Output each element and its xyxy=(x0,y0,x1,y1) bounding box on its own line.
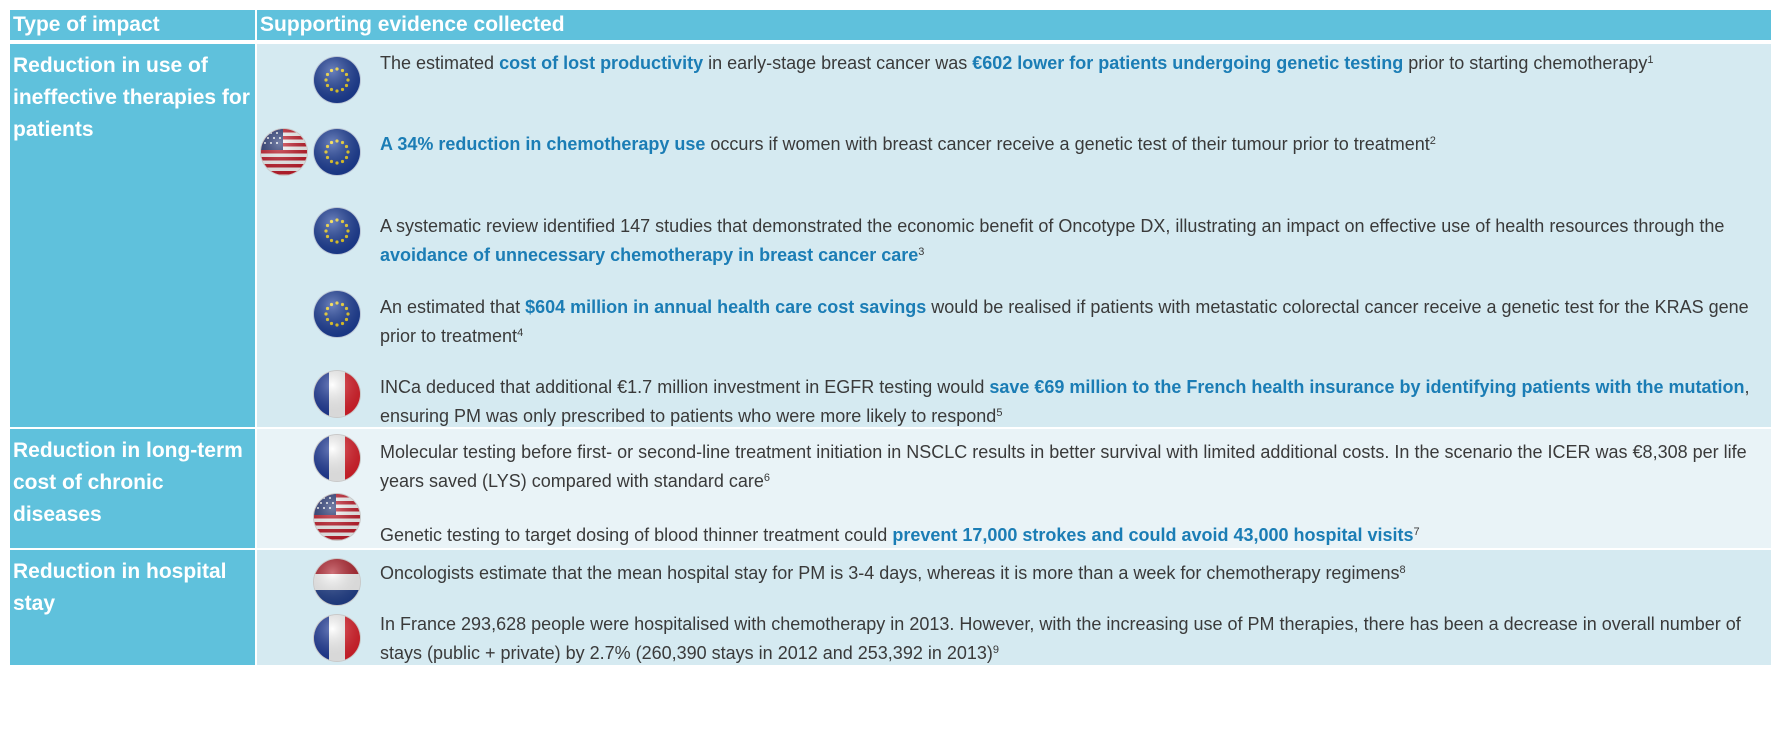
highlight-text: prevent 17,000 strokes and could avoid 4… xyxy=(892,525,1414,545)
body-text: Molecular testing before first- or secon… xyxy=(380,442,1747,491)
evidence-text: Oncologists estimate that the mean hospi… xyxy=(380,559,1771,588)
reference: 2 xyxy=(1429,135,1436,147)
flag-eu xyxy=(312,55,362,105)
body-text: , ensuring PM was only prescribed to pat… xyxy=(380,377,1750,426)
body-text: Oncologists estimate that the mean hospi… xyxy=(380,563,1400,583)
flag-eu xyxy=(312,127,362,177)
body-text: In France 293,628 people were hospitalis… xyxy=(380,614,1741,663)
body-text: The estimated xyxy=(380,53,500,73)
body-text: in early-stage breast cancer was xyxy=(703,53,973,73)
evidence-text: INCa deduced that additional €1.7 millio… xyxy=(380,373,1771,431)
evidence-text: Genetic testing to target dosing of bloo… xyxy=(380,521,1771,550)
highlight-text: $604 million in annual health care cost … xyxy=(525,297,927,317)
highlight-text: save €69 million to the French health in… xyxy=(989,377,1745,397)
flag-fr xyxy=(312,433,362,483)
evidence-cell xyxy=(257,550,1771,665)
highlight-text: avoidance of unnecessary chemotherapy in… xyxy=(380,245,919,265)
impact-cell: Reduction in hospital stay xyxy=(10,550,255,665)
reference: 5 xyxy=(996,407,1003,419)
flag-fr xyxy=(312,369,362,419)
flag-us xyxy=(312,492,362,542)
evidence-cell xyxy=(257,429,1771,548)
body-text: prior to starting chemotherapy xyxy=(1403,53,1648,73)
evidence-cell xyxy=(257,44,1771,427)
highlight-text: €602 lower for patients undergoing genet… xyxy=(972,53,1404,73)
flag-us xyxy=(259,127,309,177)
evidence-text: Molecular testing before first- or secon… xyxy=(380,438,1771,496)
body-text: INCa deduced that additional €1.7 millio… xyxy=(380,377,990,397)
evidence-text: A systematic review identified 147 studi… xyxy=(380,212,1771,270)
header-cell: Type of impact xyxy=(10,10,255,40)
body-text: Genetic testing to target dosing of bloo… xyxy=(380,525,893,545)
evidence-text: In France 293,628 people were hospitalis… xyxy=(380,610,1771,668)
evidence-text: A 34% reduction in chemotherapy use occu… xyxy=(380,130,1771,159)
body-text: An estimated that xyxy=(380,297,526,317)
impact-cell: Reduction in use of ineffective therapie… xyxy=(10,44,255,427)
flag-eu xyxy=(312,206,362,256)
evidence-text: The estimated cost of lost productivity … xyxy=(380,49,1771,78)
reference: 6 xyxy=(763,472,770,484)
flag-fr xyxy=(312,613,362,663)
impact-cell: Reduction in long-term cost of chronic d… xyxy=(10,429,255,548)
body-text: A systematic review identified 147 studi… xyxy=(380,216,1725,236)
flag-eu xyxy=(312,289,362,339)
reference: 1 xyxy=(1647,54,1654,66)
highlight-text: cost of lost productivity xyxy=(499,53,704,73)
flag-nl xyxy=(312,557,362,607)
reference: 7 xyxy=(1413,526,1420,538)
reference: 8 xyxy=(1399,564,1406,576)
reference: 3 xyxy=(918,246,925,258)
evidence-text: An estimated that $604 million in annual… xyxy=(380,293,1771,351)
body-text: would be realised if patients with metas… xyxy=(380,297,1749,346)
header-cell: Supporting evidence collected xyxy=(257,10,1771,40)
body-text: occurs if women with breast cancer recei… xyxy=(705,134,1430,154)
reference: 4 xyxy=(517,327,524,339)
highlight-text: A 34% reduction in chemotherapy use xyxy=(380,134,706,154)
reference: 9 xyxy=(992,644,1000,656)
